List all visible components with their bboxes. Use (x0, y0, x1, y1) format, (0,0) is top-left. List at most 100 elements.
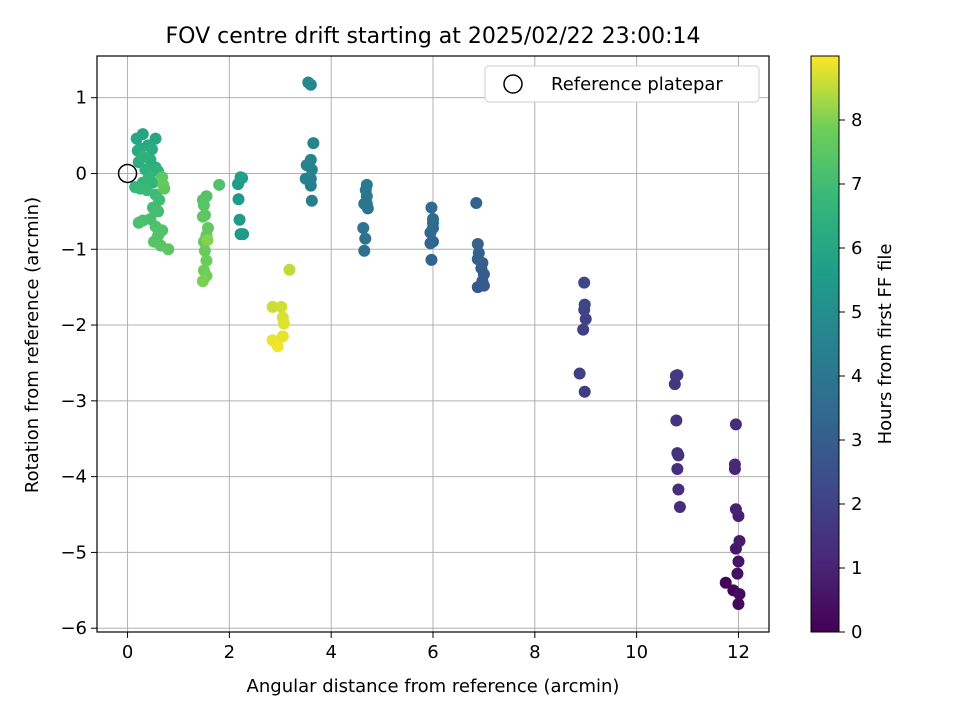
legend-entry: Reference platepar (551, 74, 723, 95)
colorbar-tick-label: 8 (851, 110, 862, 131)
data-point (305, 194, 318, 207)
data-point (733, 535, 746, 548)
data-points (129, 76, 746, 610)
colorbar: 0 1 2 3 4 5 6 7 8 Hours from first FF file (810, 55, 896, 643)
colorbar-gradient (810, 55, 840, 633)
y-axis-ticks: 1 0 −1 −2 −3 −4 −5 −6 (60, 88, 97, 639)
colorbar-tick-label: 7 (851, 174, 862, 195)
data-point (198, 244, 211, 257)
data-point (579, 312, 592, 325)
data-point (233, 213, 246, 226)
data-point (266, 300, 279, 313)
data-point (470, 197, 483, 210)
data-point (304, 153, 317, 166)
x-axis-label: Angular distance from reference (arcmin) (247, 676, 620, 697)
reference-platepar-marker (117, 163, 138, 184)
data-point (276, 330, 289, 343)
data-point (232, 193, 245, 206)
data-point (275, 300, 288, 313)
data-point (162, 243, 175, 256)
data-point (573, 367, 586, 380)
colorbar-tick-label: 5 (851, 302, 862, 323)
data-point (728, 458, 741, 471)
data-point (671, 463, 684, 476)
x-tick-label: 2 (224, 642, 235, 663)
data-point (132, 216, 145, 229)
data-point (719, 576, 732, 589)
data-point (271, 340, 284, 353)
y-tick-label: −1 (60, 239, 87, 260)
colorbar-tick-label: 6 (851, 238, 862, 259)
colorbar-tick-label: 1 (851, 558, 862, 579)
data-point (152, 205, 165, 218)
data-point (578, 298, 591, 311)
data-point (729, 418, 742, 431)
legend-marker (503, 74, 523, 94)
colorbar-tick-label: 2 (851, 494, 862, 515)
data-point (234, 171, 247, 184)
colorbar-tick-label: 0 (851, 622, 862, 643)
colorbar-tick-label: 3 (851, 430, 862, 451)
data-point (357, 222, 370, 235)
data-point (299, 172, 312, 185)
y-tick-label: 0 (76, 163, 87, 184)
legend-box (484, 65, 760, 103)
data-point (359, 232, 372, 245)
data-point (729, 503, 742, 516)
data-point (578, 385, 591, 398)
y-tick-label: −2 (60, 315, 87, 336)
data-point (671, 447, 684, 460)
data-point (577, 323, 590, 336)
data-point (136, 150, 149, 163)
data-point (307, 137, 320, 150)
data-point (472, 247, 485, 260)
data-point (149, 132, 162, 145)
y-tick-label: −6 (60, 618, 87, 639)
data-point (360, 178, 373, 191)
data-point (427, 235, 439, 248)
data-point (427, 212, 439, 225)
data-point (283, 263, 296, 276)
x-tick-label: 4 (325, 642, 336, 663)
y-axis-label: Rotation from reference (arcmin) (22, 197, 43, 493)
data-point (425, 201, 438, 214)
data-point (471, 237, 484, 250)
data-point (673, 500, 686, 513)
x-axis-ticks: 0 2 4 6 8 10 12 (122, 632, 750, 663)
data-point (277, 317, 290, 330)
colorbar-tick-label: 4 (851, 366, 862, 387)
y-tick-label: 1 (76, 88, 87, 109)
data-point (672, 483, 685, 496)
x-tick-label: 8 (529, 642, 540, 663)
grid-lines (97, 56, 769, 632)
data-point (578, 276, 591, 289)
data-point (196, 210, 209, 223)
plot-frame (96, 55, 770, 633)
colorbar-label: Hours from first FF file (875, 244, 896, 445)
data-point (130, 132, 143, 145)
data-point (358, 244, 371, 257)
x-tick-label: 0 (122, 642, 133, 663)
data-point (732, 597, 745, 610)
data-point (733, 588, 746, 601)
x-tick-label: 6 (427, 642, 438, 663)
data-point (196, 275, 209, 288)
y-tick-label: −4 (60, 467, 87, 488)
data-point (213, 178, 226, 191)
y-tick-label: −5 (60, 542, 87, 563)
chart-title: FOV centre drift starting at 2025/02/22 … (166, 24, 701, 49)
data-point (200, 254, 213, 267)
legend: Reference platepar (484, 65, 760, 103)
data-point (304, 78, 317, 91)
data-point (670, 414, 683, 427)
data-point (157, 178, 170, 191)
data-point (732, 555, 745, 568)
x-tick-label: 12 (727, 642, 750, 663)
x-tick-label: 10 (625, 642, 648, 663)
data-point (145, 143, 158, 156)
data-point (237, 228, 250, 241)
data-point (671, 369, 684, 382)
data-point (197, 199, 210, 212)
colorbar-ticks: 0 1 2 3 4 5 6 7 8 (839, 110, 862, 643)
